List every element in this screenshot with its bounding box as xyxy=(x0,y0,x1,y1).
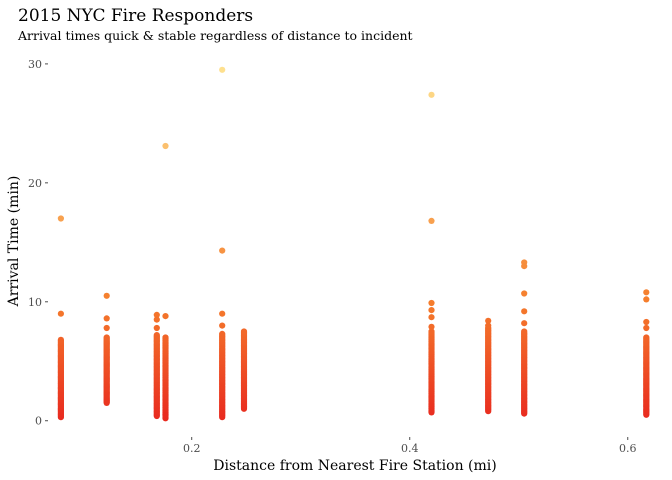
chart-title: 2015 NYC Fire Responders xyxy=(18,6,253,26)
data-point xyxy=(162,334,169,341)
chart-subtitle: Arrival times quick & stable regardless … xyxy=(17,28,413,43)
y-axis-label: Arrival Time (min) xyxy=(6,176,22,308)
data-point xyxy=(643,318,650,326)
data-point xyxy=(643,296,650,303)
data-point xyxy=(521,263,528,270)
data-point xyxy=(103,292,110,299)
data-point xyxy=(153,316,160,323)
data-point xyxy=(428,307,435,314)
data-point xyxy=(153,324,160,332)
data-point xyxy=(428,328,435,335)
data-point xyxy=(428,323,435,330)
data-point xyxy=(643,289,650,296)
data-point xyxy=(103,324,110,332)
data-point xyxy=(57,215,64,222)
y-tick-label: 0 xyxy=(35,415,42,428)
data-point xyxy=(485,322,492,329)
data-point xyxy=(219,322,226,329)
y-tick-label: 20 xyxy=(28,177,42,190)
x-axis: 0.2 0.4 0.6 xyxy=(183,437,637,455)
data-point xyxy=(219,66,226,73)
data-point xyxy=(643,324,650,332)
data-point xyxy=(428,299,435,307)
data-point xyxy=(240,328,248,335)
points-layer xyxy=(57,66,650,422)
data-point xyxy=(57,310,64,317)
x-tick-label: 0.6 xyxy=(619,442,637,455)
x-tick-label: 0.4 xyxy=(401,442,419,455)
x-axis-label: Distance from Nearest Fire Station (mi) xyxy=(213,458,496,474)
data-point xyxy=(153,311,160,318)
data-point xyxy=(162,411,169,418)
y-tick-label: 30 xyxy=(28,58,42,71)
data-point xyxy=(521,320,528,327)
data-point xyxy=(57,336,64,343)
data-point xyxy=(428,314,435,321)
data-point xyxy=(485,317,492,324)
x-tick-label: 0.2 xyxy=(183,442,201,455)
y-axis: 0 10 20 30 xyxy=(28,58,48,428)
data-point xyxy=(521,290,528,297)
data-point xyxy=(428,217,435,224)
data-point xyxy=(521,308,528,315)
data-point xyxy=(103,334,110,341)
data-point xyxy=(428,91,435,98)
data-point xyxy=(153,332,160,339)
data-point xyxy=(219,247,226,254)
data-point xyxy=(643,334,650,341)
data-point xyxy=(103,315,110,322)
data-point xyxy=(219,310,226,317)
data-point xyxy=(521,328,528,335)
y-tick-label: 10 xyxy=(28,296,42,309)
data-point xyxy=(219,330,226,337)
data-point xyxy=(162,313,169,320)
data-point xyxy=(162,142,169,150)
